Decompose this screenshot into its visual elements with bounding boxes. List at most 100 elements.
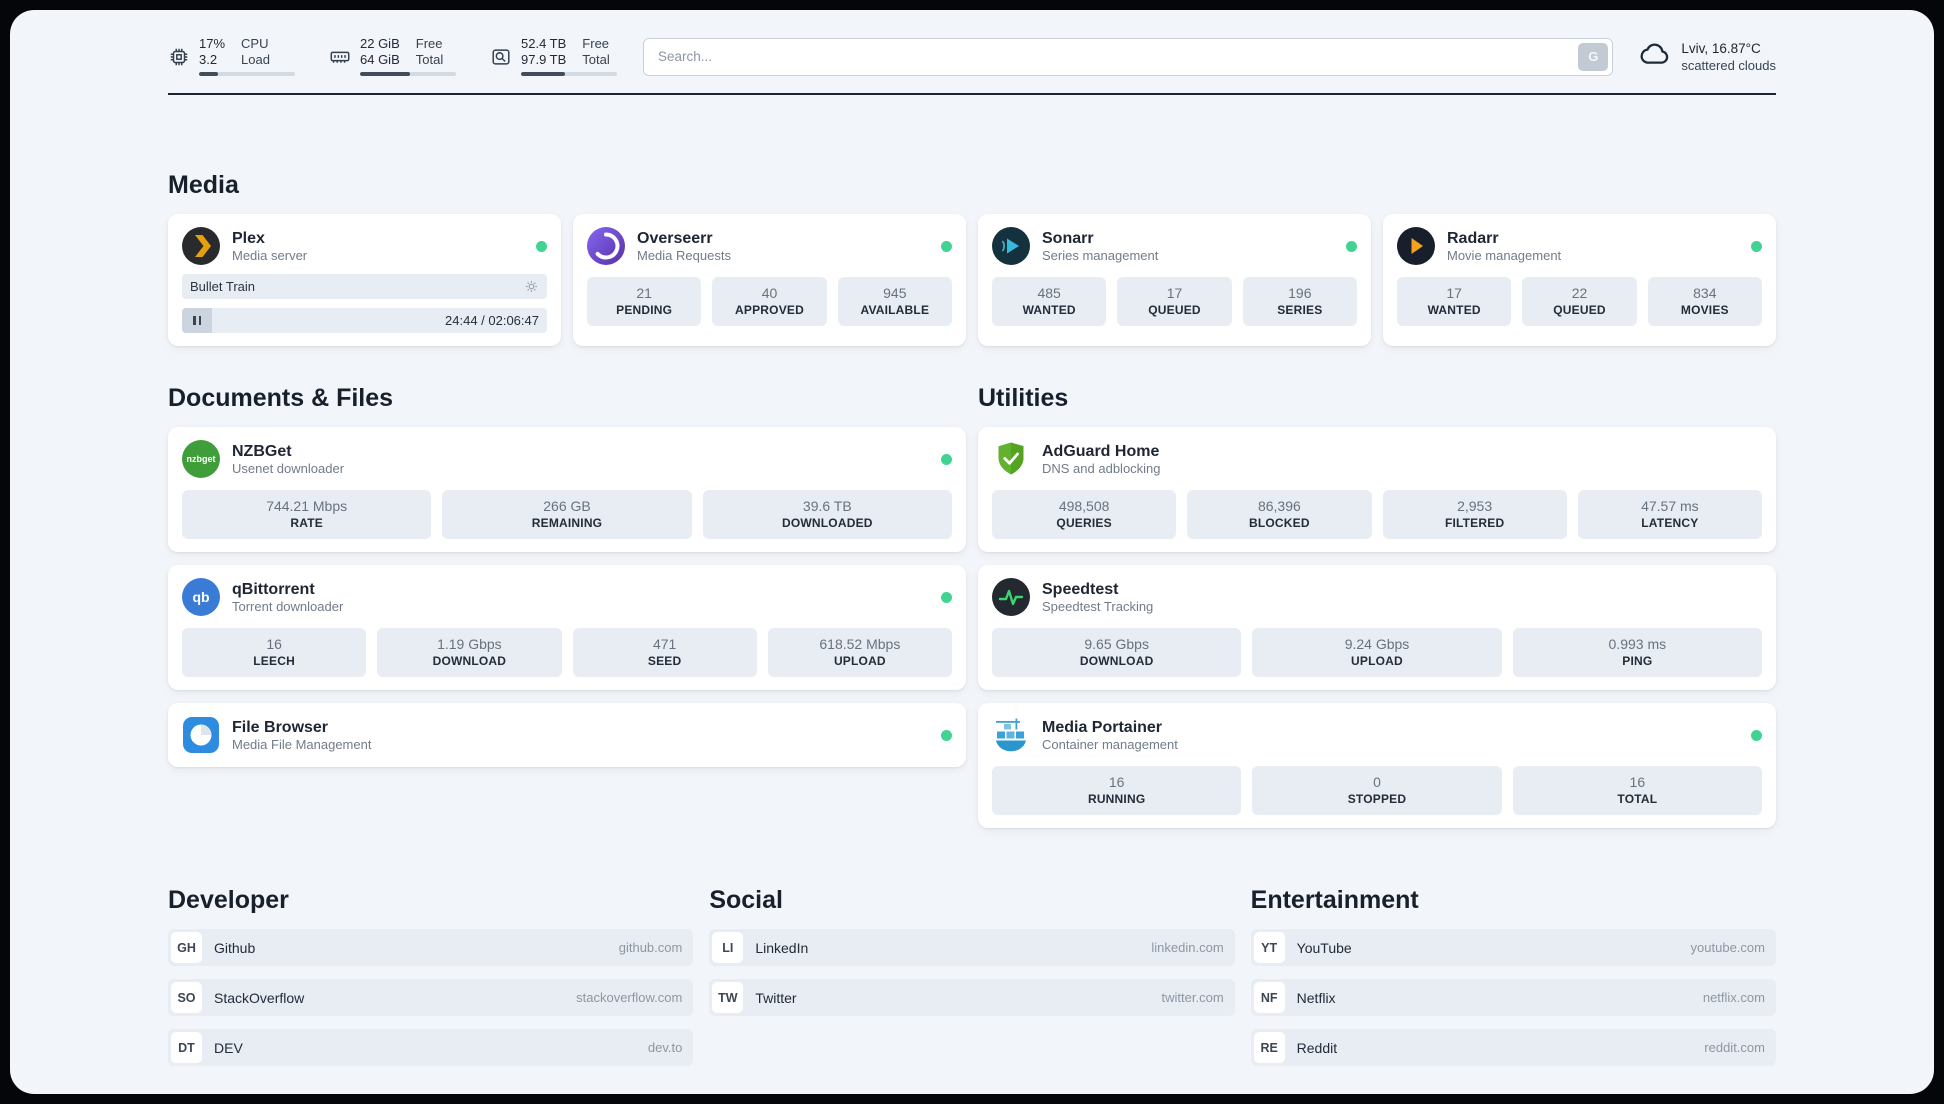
disk-progress-bar xyxy=(521,72,617,76)
status-dot xyxy=(1751,240,1762,252)
link-dev[interactable]: DT DEV dev.to xyxy=(168,1029,694,1066)
stat-remaining: 266 GB REMAINING xyxy=(442,490,692,539)
service-title: Sonarr xyxy=(1042,229,1094,247)
link-name: StackOverflow xyxy=(214,989,305,1006)
stackoverflow-icon: SO xyxy=(171,982,202,1013)
stat-label: PENDING xyxy=(616,303,673,317)
link-github[interactable]: GH Github github.com xyxy=(168,929,694,966)
portainer-card[interactable]: Media Portainer Container management 16 … xyxy=(978,703,1776,828)
search-engine-button[interactable]: G xyxy=(1578,42,1609,71)
link-domain: github.com xyxy=(618,940,683,955)
stat-label: TOTAL xyxy=(1617,792,1658,806)
disk-widget: 52.4 TB 97.9 TB Free Total xyxy=(490,37,617,76)
qbittorrent-card[interactable]: qb qBittorrent Torrent downloader 16 LEE… xyxy=(168,565,966,690)
stat-value: 618.52 Mbps xyxy=(819,636,901,652)
adguard-card[interactable]: AdGuard Home DNS and adblocking 498,508 … xyxy=(978,427,1776,552)
stat-label: DOWNLOAD xyxy=(1079,654,1154,668)
link-domain: linkedin.com xyxy=(1151,940,1224,955)
plex-icon xyxy=(182,227,220,265)
link-twitter[interactable]: TW Twitter twitter.com xyxy=(709,979,1235,1016)
stat-label: LEECH xyxy=(253,654,295,668)
disk-free-value: 52.4 TB xyxy=(521,36,567,51)
service-title: Plex xyxy=(232,229,265,247)
pause-button[interactable] xyxy=(182,308,212,333)
service-subtitle: Media File Management xyxy=(232,736,372,752)
stat-value: 17 xyxy=(1446,285,1462,301)
ram-icon xyxy=(329,46,351,68)
stat-label: WANTED xyxy=(1022,303,1076,317)
dev-icon: DT xyxy=(171,1032,202,1063)
link-netflix[interactable]: NF Netflix netflix.com xyxy=(1250,979,1776,1016)
link-name: DEV xyxy=(214,1039,243,1056)
service-title: qBittorrent xyxy=(232,580,315,598)
link-youtube[interactable]: YT YouTube youtube.com xyxy=(1250,929,1776,966)
service-subtitle: DNS and adblocking xyxy=(1042,460,1161,476)
youtube-icon: YT xyxy=(1253,932,1285,963)
service-subtitle: Container management xyxy=(1042,736,1178,752)
stat-download: 1.19 Gbps DOWNLOAD xyxy=(377,628,562,677)
now-playing-title: Bullet Train xyxy=(190,279,256,294)
disk-total-value: 97.9 TB xyxy=(521,52,567,67)
stat-value: 0 xyxy=(1373,774,1381,790)
stat-label: AVAILABLE xyxy=(860,303,930,317)
stat-label: WANTED xyxy=(1427,303,1481,317)
link-linkedin[interactable]: LI LinkedIn linkedin.com xyxy=(709,929,1235,966)
link-domain: dev.to xyxy=(647,1040,683,1055)
link-stackoverflow[interactable]: SO StackOverflow stackoverflow.com xyxy=(168,979,694,1016)
nzbget-icon: nzbget xyxy=(182,440,220,478)
gear-icon[interactable] xyxy=(524,279,539,294)
stat-value: 266 GB xyxy=(543,498,591,514)
stat-label: FILTERED xyxy=(1444,516,1505,530)
nzbget-card[interactable]: nzbget NZBGet Usenet downloader 744.21 M… xyxy=(168,427,966,552)
ram-progress-bar xyxy=(360,72,456,76)
stat-wanted: 17 WANTED xyxy=(1397,277,1512,326)
filebrowser-card[interactable]: File Browser Media File Management xyxy=(168,703,966,767)
adguard-icon xyxy=(992,440,1030,478)
stat-label: RATE xyxy=(290,516,323,530)
stat-leech: 16 LEECH xyxy=(182,628,367,677)
playback-progress-bar: 24:44 / 02:06:47 xyxy=(182,308,547,333)
netflix-icon: NF xyxy=(1253,982,1285,1013)
stat-value: 834 xyxy=(1693,285,1717,301)
service-subtitle: Speedtest Tracking xyxy=(1042,598,1154,614)
stat-value: 485 xyxy=(1037,285,1061,301)
stat-queued: 22 QUEUED xyxy=(1522,277,1637,326)
status-dot xyxy=(941,729,952,741)
ram-total-label: Total xyxy=(415,52,444,67)
stat-running: 16 RUNNING xyxy=(992,766,1242,815)
cpu-widget: 17% 3.2 CPU Load xyxy=(168,37,295,76)
stat-value: 9.65 Gbps xyxy=(1084,636,1149,652)
speedtest-card[interactable]: Speedtest Speedtest Tracking 9.65 Gbps D… xyxy=(978,565,1776,690)
service-title: Radarr xyxy=(1447,229,1499,247)
qbittorrent-icon: qb xyxy=(182,578,220,616)
stat-label: REMAINING xyxy=(531,516,603,530)
status-dot xyxy=(536,240,547,252)
section-heading-media: Media xyxy=(168,171,239,199)
weather-widget: Lviv, 16.87°C scattered clouds xyxy=(1639,38,1776,75)
search-input[interactable] xyxy=(643,37,1614,76)
plex-card[interactable]: Plex Media server Bullet Train xyxy=(168,214,561,346)
stat-label: LATENCY xyxy=(1641,516,1699,530)
overseerr-card[interactable]: Overseerr Media Requests 21 PENDING 40 A… xyxy=(573,214,966,346)
status-dot xyxy=(1751,729,1762,741)
stat-series: 196 SERIES xyxy=(1242,277,1357,326)
stat-label: RUNNING xyxy=(1087,792,1146,806)
stat-value: 0.993 ms xyxy=(1608,636,1667,652)
radarr-card[interactable]: Radarr Movie management 17 WANTED 22 QUE… xyxy=(1383,214,1776,346)
link-reddit[interactable]: RE Reddit reddit.com xyxy=(1250,1029,1776,1066)
stat-label: UPLOAD xyxy=(833,654,886,668)
ram-widget: 22 GiB 64 GiB Free Total xyxy=(329,37,456,76)
stat-label: QUEUED xyxy=(1148,303,1201,317)
disk-icon xyxy=(490,46,512,68)
cpu-progress-bar xyxy=(199,72,295,76)
stat-label: SEED xyxy=(647,654,682,668)
stat-value: 16 xyxy=(1108,774,1125,790)
link-name: Netflix xyxy=(1296,989,1336,1006)
service-title: Media Portainer xyxy=(1042,718,1163,736)
stat-value: 744.21 Mbps xyxy=(266,498,348,514)
stat-label: QUEUED xyxy=(1553,303,1606,317)
link-domain: youtube.com xyxy=(1690,940,1765,955)
sonarr-card[interactable]: Sonarr Series management 485 WANTED 17 Q… xyxy=(978,214,1371,346)
stat-value: 40 xyxy=(761,285,778,301)
stat-ping: 0.993 ms PING xyxy=(1512,628,1762,677)
